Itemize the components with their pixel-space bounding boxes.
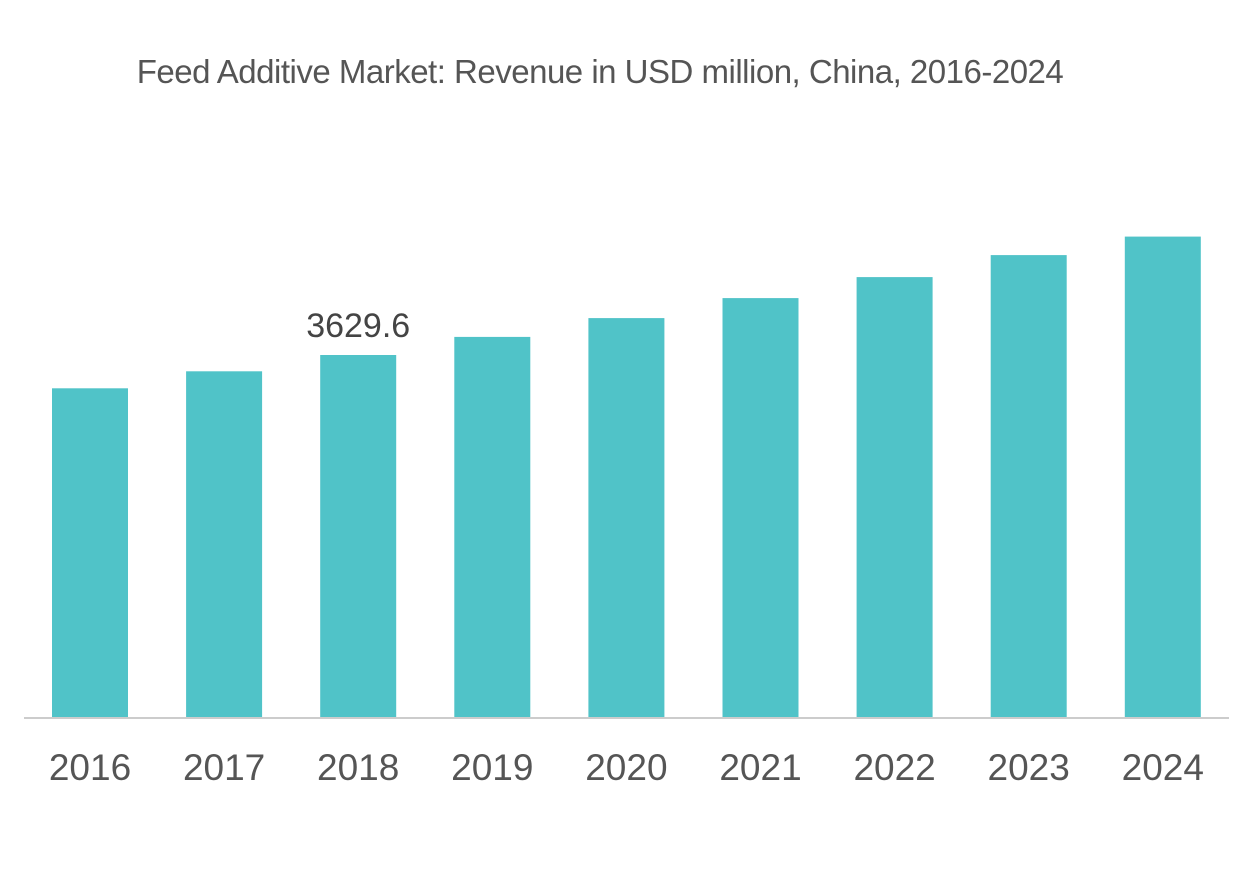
x-tick-label-2021: 2021 bbox=[719, 747, 801, 788]
bar-2016 bbox=[52, 388, 128, 718]
bar-2020 bbox=[588, 318, 665, 718]
bar-2021 bbox=[722, 298, 799, 718]
bar-2018 bbox=[320, 355, 397, 718]
bar-2022 bbox=[856, 277, 933, 718]
data-label-2018: 3629.6 bbox=[306, 307, 410, 345]
chart-title: Feed Additive Market: Revenue in USD mil… bbox=[136, 53, 1064, 90]
bar-2019 bbox=[454, 336, 531, 718]
labels-layer: 2016 2017 2018 3629.6 2019 2020 2021 2022 2023 20… bbox=[49, 307, 1204, 788]
x-tick-label-2016: 2016 bbox=[49, 747, 131, 788]
bar-2017 bbox=[186, 371, 263, 718]
x-tick-label-2019: 2019 bbox=[451, 747, 533, 788]
x-tick-label-2020: 2020 bbox=[585, 747, 667, 788]
x-tick-label-2024: 2024 bbox=[1122, 747, 1204, 788]
x-tick-label-2018: 2018 bbox=[317, 747, 399, 788]
x-tick-label-2017: 2017 bbox=[183, 747, 265, 788]
bars-layer bbox=[52, 236, 1201, 718]
x-tick-label-2023: 2023 bbox=[988, 747, 1070, 788]
x-tick-label-2022: 2022 bbox=[853, 747, 935, 788]
bar-2024 bbox=[1124, 236, 1201, 718]
bar-2023 bbox=[990, 255, 1067, 718]
